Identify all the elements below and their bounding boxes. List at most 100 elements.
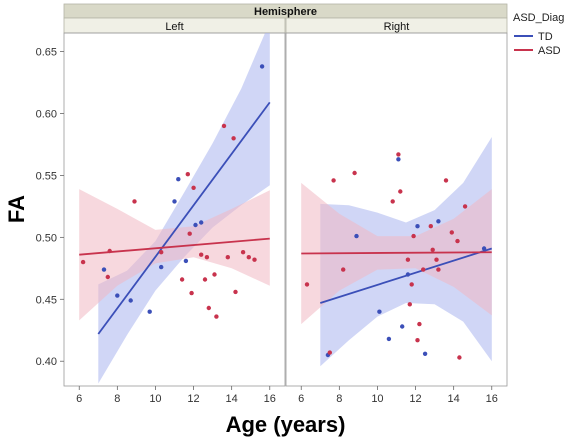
- plot-layer: [79, 33, 493, 384]
- data-point-asd-right: [434, 257, 439, 262]
- data-point-asd-right: [398, 189, 403, 194]
- plot-frame-left: [63, 32, 286, 387]
- plot-frame-right: [285, 32, 508, 387]
- data-point-asd-right: [417, 321, 422, 327]
- x-tick-label: 14: [448, 393, 460, 405]
- data-point-asd-right: [407, 302, 412, 307]
- data-point-td-right: [481, 246, 487, 251]
- data-point-td-right: [377, 309, 382, 314]
- data-point-asd-left: [246, 255, 251, 260]
- x-tick-label: 10: [149, 393, 161, 405]
- facet-label-left: Left: [165, 21, 183, 33]
- ci-band-asd-left: [79, 189, 270, 321]
- x-tick-label: 8: [336, 393, 342, 405]
- data-point-asd-left: [214, 314, 219, 319]
- data-point-asd-right: [409, 282, 414, 287]
- data-point-td-left: [193, 222, 198, 228]
- x-tick-label: 16: [264, 393, 276, 405]
- data-point-asd-left: [204, 255, 210, 260]
- data-point-asd-left: [221, 123, 227, 129]
- fit-line-td-left: [97, 101, 271, 335]
- data-point-td-left: [128, 298, 133, 303]
- y-axis-title: FA: [4, 195, 29, 223]
- data-point-asd-right: [430, 247, 435, 252]
- data-point-asd-left: [105, 274, 111, 280]
- y-tick-label: 0.55: [36, 170, 57, 182]
- data-point-asd-right: [304, 282, 310, 287]
- data-point-asd-right: [455, 238, 460, 244]
- data-point-td-left: [176, 177, 181, 182]
- data-point-td-right: [422, 351, 428, 356]
- data-point-asd-left: [187, 231, 192, 236]
- data-point-asd-right: [462, 204, 468, 209]
- y-tick-label: 0.40: [36, 356, 57, 368]
- x-tick-label: 6: [298, 393, 304, 405]
- data-point-asd-left: [185, 172, 190, 177]
- data-point-asd-left: [202, 277, 208, 282]
- data-point-td-right: [436, 219, 441, 224]
- data-point-asd-right: [411, 233, 416, 239]
- data-point-asd-right: [449, 230, 454, 235]
- facet-title: Hemisphere: [254, 6, 317, 18]
- data-point-asd-left: [132, 199, 137, 204]
- data-point-asd-right: [405, 257, 411, 262]
- data-point-td-right: [405, 272, 411, 277]
- x-tick-label: 8: [114, 393, 120, 405]
- ci-band-td-left: [98, 33, 270, 384]
- data-point-td-left: [172, 199, 177, 204]
- x-tick-label: 16: [486, 393, 498, 405]
- data-point-asd-left: [107, 248, 112, 254]
- x-tick-label: 10: [371, 393, 383, 405]
- data-point-asd-right: [443, 178, 449, 183]
- data-point-asd-right: [428, 224, 433, 229]
- data-point-asd-left: [159, 250, 164, 255]
- data-point-td-left: [183, 258, 189, 264]
- data-point-asd-right: [436, 267, 441, 272]
- data-point-asd-left: [233, 289, 238, 295]
- data-point-asd-left: [206, 305, 211, 311]
- data-point-asd-left: [225, 255, 230, 260]
- data-point-asd-right: [341, 267, 346, 272]
- data-point-td-left: [199, 220, 204, 225]
- axis-layer: 0.40 0.45 0.50 0.55 0.60 0.65 6 8 10 12 14 16 6 8 10 12…: [36, 47, 498, 405]
- y-tick-label: 0.50: [36, 232, 57, 244]
- data-point-asd-left: [240, 250, 246, 255]
- x-axis-title: Age (years): [226, 412, 346, 437]
- data-point-td-right: [354, 233, 359, 239]
- data-point-asd-left: [199, 252, 204, 257]
- facet-label-right: Right: [384, 21, 410, 33]
- data-point-asd-left: [212, 272, 217, 277]
- data-point-td-left: [159, 264, 164, 270]
- y-tick-label: 0.65: [36, 47, 57, 59]
- data-point-td-right: [396, 157, 401, 162]
- x-tick-label: 12: [187, 393, 199, 405]
- legend-title: ASD_Diag: [513, 12, 564, 24]
- data-point-asd-right: [457, 355, 462, 360]
- data-point-td-left: [147, 309, 152, 314]
- data-point-td-right: [400, 324, 405, 329]
- data-point-asd-right: [390, 199, 395, 204]
- legend-label-td: TD: [538, 31, 553, 43]
- fit-line-td-right: [320, 247, 493, 304]
- data-point-asd-right: [396, 152, 401, 157]
- data-point-asd-left: [231, 136, 236, 141]
- data-point-asd-left: [80, 259, 86, 265]
- data-point-td-right: [386, 336, 392, 342]
- data-point-asd-right: [352, 170, 357, 176]
- fit-line-asd-right: [301, 251, 492, 255]
- data-point-asd-right: [421, 267, 426, 272]
- x-tick-label: 14: [226, 393, 238, 405]
- data-point-td-left: [115, 293, 120, 298]
- legend-label-asd: ASD: [538, 45, 561, 57]
- data-point-td-right: [415, 224, 420, 229]
- data-point-asd-left: [189, 290, 194, 296]
- data-point-td-left: [101, 267, 107, 272]
- data-point-asd-left: [191, 185, 196, 190]
- data-point-td-left: [259, 64, 265, 69]
- y-tick-label: 0.60: [36, 109, 57, 121]
- data-point-asd-right: [327, 350, 332, 355]
- data-point-asd-left: [252, 257, 257, 262]
- x-tick-label: 6: [76, 393, 82, 405]
- data-point-asd-left: [179, 277, 185, 282]
